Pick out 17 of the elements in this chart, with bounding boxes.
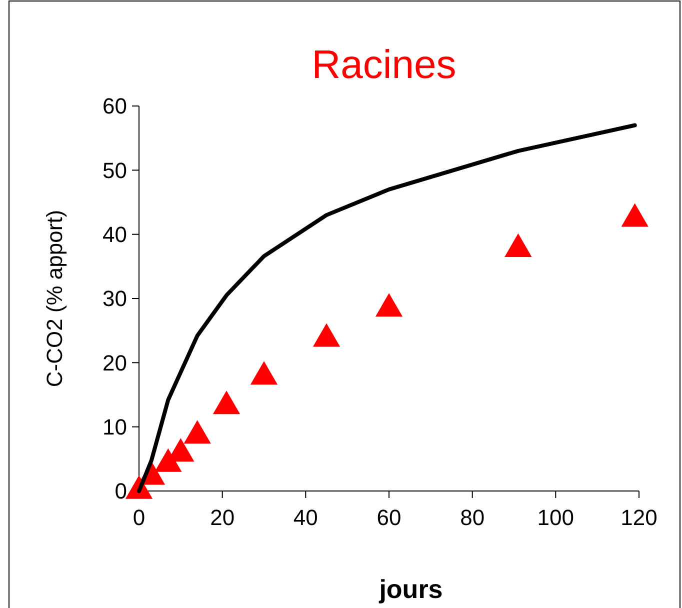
x-tick-label: 80	[460, 505, 485, 530]
x-tick-label: 0	[132, 505, 146, 530]
y-tick-label: 50	[102, 158, 127, 183]
y-tick-label: 40	[102, 222, 127, 248]
x-tick-label: 100	[537, 505, 574, 530]
y-tick-label: 10	[102, 414, 127, 440]
y-tick-label: 20	[102, 350, 127, 376]
x-tick-label: 120	[620, 505, 658, 530]
x-tick-label: 40	[293, 505, 318, 530]
y-tick-label: 60	[102, 94, 127, 119]
chart-title: Racines	[312, 43, 456, 87]
y-tick-label: 30	[102, 286, 127, 312]
x-tick-label: 60	[376, 505, 402, 530]
x-tick-label: 20	[210, 505, 235, 530]
y-tick-label: 0	[114, 478, 127, 504]
y-axis-title: C-CO2 (% apport)	[42, 210, 67, 388]
x-axis-title: jours	[378, 574, 443, 604]
